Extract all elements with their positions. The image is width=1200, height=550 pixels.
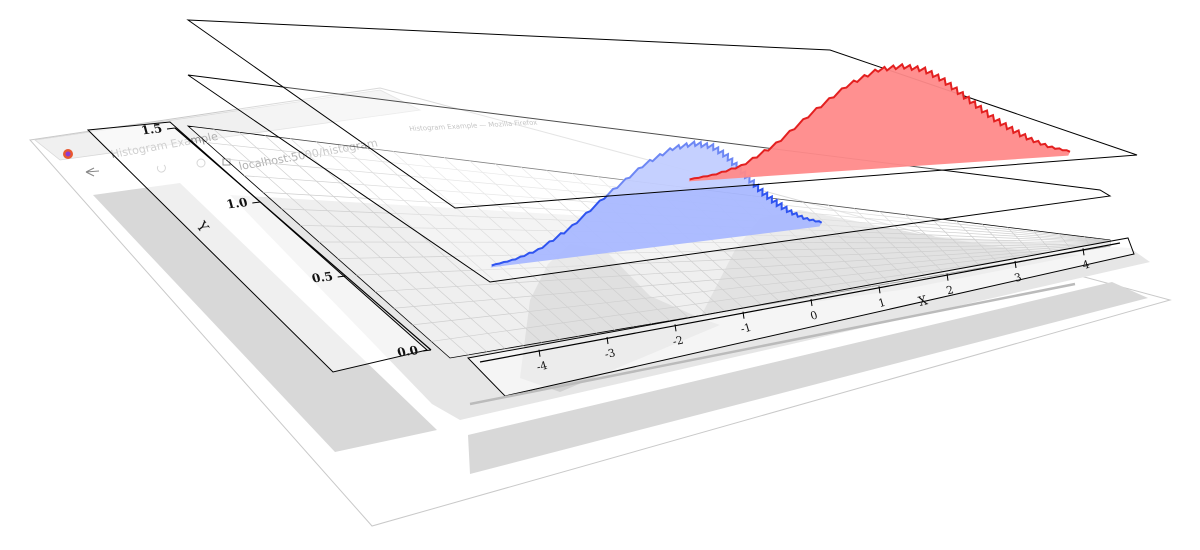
grid-line-horizontal xyxy=(337,243,1111,259)
x-tick-mark xyxy=(878,286,881,294)
x-tick-mark xyxy=(538,349,541,357)
grid-line-horizontal xyxy=(356,243,1111,276)
grid-line-horizontal xyxy=(412,244,1111,326)
y-axis-line xyxy=(174,127,432,351)
y-tick-label: 0.5 xyxy=(310,269,334,285)
grid-line-horizontal xyxy=(318,241,1111,244)
x-tick-label: -3 xyxy=(603,346,617,361)
y-tick-mark xyxy=(252,201,261,204)
y-tick-label: 1.5 xyxy=(140,121,164,137)
footer-panel xyxy=(468,282,1148,474)
y-tick-mark xyxy=(422,349,432,352)
x-tick-label: 3 xyxy=(1013,271,1023,285)
y-tick-label: 0.0 xyxy=(396,343,420,359)
y-tick-mark xyxy=(337,275,346,278)
x-tick-mark xyxy=(1082,248,1085,256)
x-tick-mark xyxy=(674,324,677,332)
x-tick-mark xyxy=(946,273,949,281)
x-tick-label: 4 xyxy=(1081,258,1091,272)
grid-line-horizontal xyxy=(393,244,1111,309)
firefox-icon xyxy=(63,149,73,159)
x-axis-line xyxy=(479,242,1121,363)
x-axis-underline xyxy=(469,282,1076,406)
red-series-line xyxy=(689,62,1071,181)
x-tick-label: -1 xyxy=(739,321,753,336)
x-tick-mark xyxy=(1014,260,1017,269)
red-series-layer xyxy=(186,19,1138,209)
x-tick-label: -4 xyxy=(535,359,549,374)
x-tick-label: 1 xyxy=(877,296,887,310)
x-tick-label: 2 xyxy=(945,283,955,297)
back-icon[interactable] xyxy=(85,167,100,177)
x-axis-sheet xyxy=(466,237,1135,397)
x-tick-label: 0 xyxy=(809,309,819,323)
x-tick-label: -2 xyxy=(671,334,685,349)
blue-series-line xyxy=(491,139,823,267)
y-tick-label: 1.0 xyxy=(225,195,249,211)
x-tick-mark xyxy=(606,336,609,345)
y-tick-mark xyxy=(166,127,176,130)
red-series-area xyxy=(688,64,1070,182)
x-tick-mark xyxy=(742,311,745,319)
x-tick-mark xyxy=(810,298,813,307)
grid-line-horizontal xyxy=(375,243,1111,293)
sidebar-panel xyxy=(93,183,437,452)
y-axis-layer: 0.00.51.01.5 Y xyxy=(86,121,432,373)
